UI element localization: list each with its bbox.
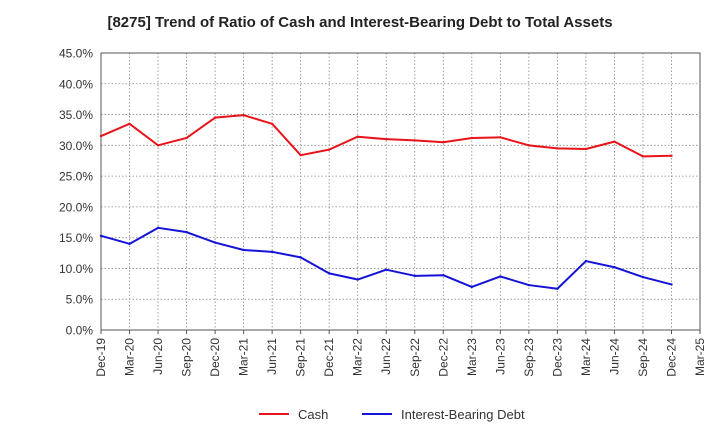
x-tick-label: Sep-24 [636, 338, 650, 377]
x-tick-label: Sep-22 [408, 338, 422, 377]
x-tick-label: Mar-23 [465, 338, 479, 376]
x-tick-label: Sep-20 [180, 338, 194, 377]
data-point [299, 256, 302, 259]
data-point [556, 147, 559, 150]
data-point [327, 148, 331, 151]
y-tick-label: 20.0% [59, 200, 93, 214]
data-point [413, 274, 416, 278]
data-point [584, 147, 588, 151]
legend-item-interest-bearing-debt-label: Interest-Bearing Debt [401, 407, 525, 422]
data-point [385, 268, 388, 271]
x-tick-label: Dec-24 [664, 338, 678, 377]
grid-layer [100, 52, 701, 331]
data-point [499, 275, 502, 278]
x-tick-label: Dec-21 [322, 338, 336, 377]
y-tick-label: 5.0% [66, 293, 94, 307]
data-point [584, 259, 588, 263]
series-layer [99, 113, 673, 290]
legend-item-cash-label: Cash [298, 407, 328, 422]
data-point [670, 283, 673, 286]
x-tick-label: Jun-23 [493, 338, 507, 375]
data-point [470, 136, 474, 140]
y-tick-label: 0.0% [66, 324, 94, 338]
legend: Cash Interest-Bearing Debt [259, 407, 525, 422]
x-tick-label: Dec-23 [550, 338, 564, 377]
data-point [670, 154, 673, 157]
y-tick-label: 30.0% [59, 139, 93, 153]
data-point [156, 226, 160, 230]
x-tick-label: Mar-21 [237, 338, 251, 376]
x-tick-label: Dec-19 [94, 338, 108, 377]
data-point [270, 122, 274, 125]
data-point [185, 230, 188, 234]
y-tick-label: 35.0% [59, 108, 93, 122]
plot-area [101, 53, 700, 330]
x-tick-label: Mar-20 [123, 338, 137, 376]
data-point [641, 155, 645, 158]
data-point [327, 272, 331, 275]
axis-layer: 0.0% 5.0% 10.0% 15.0% 20.0% 25.0% 30.0% 35.0% 40… [59, 47, 707, 377]
y-tick-label: 40.0% [59, 77, 93, 91]
data-point [156, 144, 160, 147]
data-point [299, 153, 302, 157]
data-point [499, 136, 502, 139]
data-point [185, 136, 188, 140]
data-point [213, 116, 217, 119]
data-point [356, 135, 359, 138]
data-point [385, 137, 388, 141]
x-tick-label: Sep-21 [294, 338, 308, 377]
data-point [128, 242, 131, 246]
data-point [470, 285, 474, 289]
data-point [442, 274, 445, 277]
data-point [242, 113, 245, 117]
data-point [527, 144, 531, 147]
data-point [556, 287, 559, 290]
x-tick-label: Jun-20 [151, 338, 165, 375]
data-point [213, 241, 217, 244]
y-tick-label: 45.0% [59, 47, 93, 61]
x-tick-label: Dec-20 [208, 338, 222, 377]
chart-title: [8275] Trend of Ratio of Cash and Intere… [107, 14, 613, 31]
x-tick-label: Jun-21 [265, 338, 279, 375]
data-point [99, 234, 103, 238]
y-tick-label: 25.0% [59, 170, 93, 184]
data-point [128, 122, 131, 125]
x-tick-label: Jun-22 [379, 338, 393, 375]
x-tick-label: Mar-25 [693, 338, 707, 376]
data-point [413, 139, 416, 142]
data-point [99, 134, 103, 138]
data-point [270, 250, 274, 254]
y-tick-label: 10.0% [59, 262, 93, 276]
data-point [613, 266, 616, 269]
plot-frame [100, 52, 701, 331]
data-point [527, 283, 531, 287]
x-tick-label: Mar-24 [579, 338, 593, 376]
x-tick-label: Sep-23 [522, 338, 536, 377]
x-tick-label: Dec-22 [436, 338, 450, 377]
data-point [613, 140, 616, 143]
data-point [356, 278, 359, 281]
x-tick-label: Jun-24 [607, 338, 621, 375]
data-point [242, 248, 245, 252]
y-tick-label: 15.0% [59, 231, 93, 245]
x-tick-label: Mar-22 [351, 338, 365, 376]
data-point [442, 141, 445, 144]
data-point [641, 275, 645, 279]
